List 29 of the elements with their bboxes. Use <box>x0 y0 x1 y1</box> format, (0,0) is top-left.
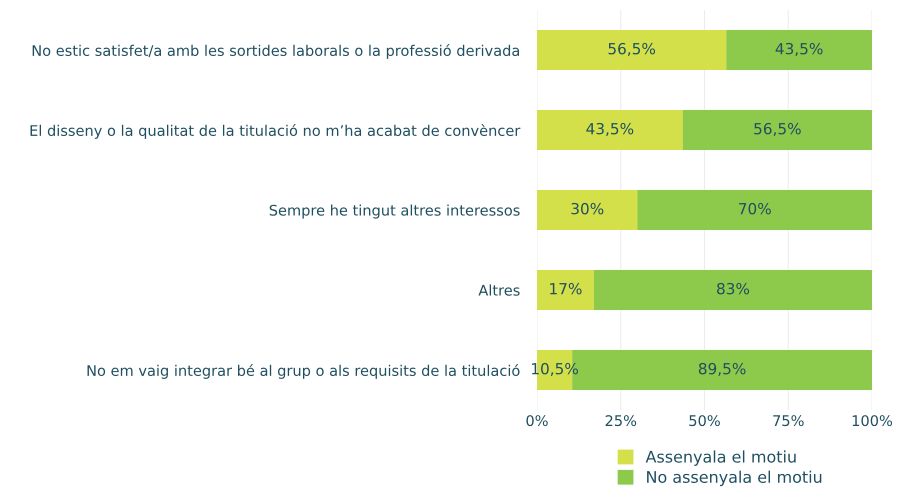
y-tick-label: Sempre he tingut altres interessos <box>270 204 520 219</box>
x-tick-label: 100% <box>852 415 892 426</box>
y-tick-label: No estic satisfet/a amb les sortides laborals o la professió derivada <box>32 44 520 59</box>
data-label: 43,5% <box>776 42 823 56</box>
bar <box>638 190 872 230</box>
y-tick-label: Altres <box>478 284 520 296</box>
bar <box>537 110 683 150</box>
bar <box>594 270 872 310</box>
x-tick-label: 75% <box>773 415 804 426</box>
data-label: 43,5% <box>586 122 634 136</box>
data-label: 17% <box>550 282 582 294</box>
legend-label: Assenyala el motiu <box>646 450 796 466</box>
x-tick-label: 0% <box>526 415 548 426</box>
bar <box>537 30 726 70</box>
legend-label: No assenyala el motiu <box>647 470 822 486</box>
x-tick-label: 25% <box>606 415 636 426</box>
data-label: 56,5% <box>608 42 656 56</box>
bar <box>537 270 594 310</box>
data-label: 70% <box>739 202 771 214</box>
y-tick-label: No em vaig integrar bé al grup o als requisits de la titulació <box>88 364 520 379</box>
bar <box>726 30 872 70</box>
data-label: 30% <box>571 202 604 214</box>
bar <box>537 190 638 230</box>
x-tick-label: 50% <box>689 415 720 426</box>
data-label: 83% <box>717 282 750 294</box>
y-tick-label: El disseny o la qualitat de la titulació no m’ha acabat de convèncer <box>30 124 520 139</box>
data-label: 56,5% <box>754 122 801 136</box>
bar <box>682 110 872 150</box>
data-label: 89,5% <box>698 362 746 376</box>
